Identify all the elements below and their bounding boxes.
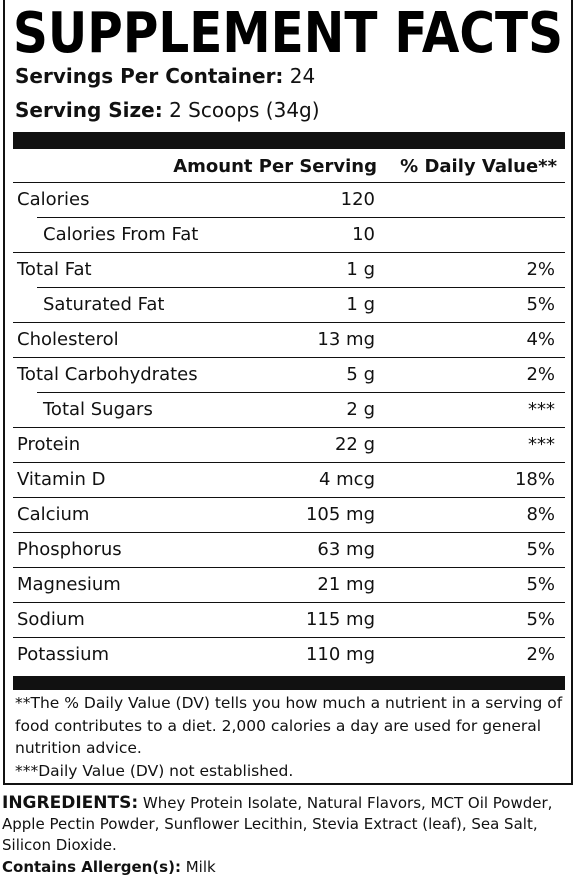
sub-nutrient-row: Total Sugars 2 g ***	[13, 392, 565, 427]
nutrient-name: Total Carbohydrates	[17, 364, 198, 385]
nutrient-name: Sodium	[17, 609, 85, 630]
daily-value: 5%	[526, 609, 555, 630]
footnote: **The % Daily Value (DV) tells you how m…	[15, 694, 563, 757]
nutrient-row: Protein 22 g ***	[13, 427, 565, 462]
nutrient-row: Calories 120	[13, 182, 565, 217]
value: 2 Scoops (34g)	[169, 98, 320, 122]
amount: 105 mg	[305, 504, 375, 525]
text: Milk	[185, 858, 216, 876]
amount: 22 g	[334, 434, 375, 455]
amount: 1 g	[346, 294, 375, 315]
thick-bar	[13, 132, 565, 149]
nutrient-name: Cholesterol	[17, 329, 119, 350]
nutrient-name: Phosphorus	[17, 539, 122, 560]
footnote: ***Daily Value (DV) not established.	[15, 761, 294, 780]
nutrient-row: Sodium 115 mg 5%	[13, 602, 565, 637]
nutrient-name: Saturated Fat	[43, 294, 165, 315]
nutrient-name: Protein	[17, 434, 81, 455]
label: INGREDIENTS:	[2, 793, 139, 813]
title-svg: SUPPLEMENT FACTS	[13, 2, 563, 62]
nutrient-row: Calcium 105 mg 8%	[13, 497, 565, 532]
amount: 2 g	[346, 399, 375, 420]
amount: 10	[352, 224, 375, 245]
daily-value: 2%	[526, 364, 555, 385]
amount: 63 mg	[317, 539, 375, 560]
daily-value: ***	[528, 434, 555, 455]
daily-value: ***	[528, 399, 555, 420]
title: SUPPLEMENT FACTS	[13, 2, 563, 62]
nutrient-name: Potassium	[17, 644, 110, 665]
dv-header: % Daily Value**	[400, 156, 557, 177]
value: 24	[289, 64, 316, 88]
nutrient-row: Phosphorus 63 mg 5%	[13, 532, 565, 567]
amount: 21 mg	[317, 574, 375, 595]
thick-bar	[13, 676, 565, 690]
nutrient-name: Calories From Fat	[43, 224, 199, 245]
daily-value: 18%	[514, 469, 555, 490]
sub-nutrient-row: Calories From Fat 10	[13, 217, 565, 252]
nutrient-name: Vitamin D	[17, 469, 106, 490]
label: Servings Per Container:	[15, 64, 284, 88]
daily-value: 5%	[526, 574, 555, 595]
amount: 5 g	[346, 364, 375, 385]
nutrient-table: Calories 120 Calories From Fat 10 Total Fat 1…	[13, 182, 565, 672]
nutrient-name: Calcium	[17, 504, 90, 525]
sub-nutrient-row: Saturated Fat 1 g 5%	[13, 287, 565, 322]
nutrient-row: Total Carbohydrates 5 g 2%	[13, 357, 565, 392]
text: Whey Protein Isolate, Natural Flavors, M…	[2, 794, 553, 854]
nutrient-name: Total Sugars	[43, 399, 153, 420]
nutrient-row: Vitamin D 4 mcg 18%	[13, 462, 565, 497]
daily-value: 5%	[526, 294, 555, 315]
servings-container: Servings Per Container: 24	[15, 64, 315, 88]
amount: 4 mcg	[318, 469, 375, 490]
ingredients: INGREDIENTS: Whey Protein Isolate, Natur…	[2, 793, 572, 856]
nutrient-name: Calories	[17, 189, 90, 210]
footnotes: **The % Daily Value (DV) tells you how m…	[15, 692, 565, 782]
label: Serving Size:	[15, 98, 163, 122]
nutrient-row: Potassium 110 mg 2%	[13, 637, 565, 672]
label: Contains Allergen(s):	[2, 858, 181, 876]
nutrient-row: Magnesium 21 mg 5%	[13, 567, 565, 602]
nutrient-row: Cholesterol 13 mg 4%	[13, 322, 565, 357]
daily-value: 4%	[526, 329, 555, 350]
amount-header: Amount Per Serving	[173, 156, 377, 177]
amount: 110 mg	[305, 644, 375, 665]
nutrient-row: Total Fat 1 g 2%	[13, 252, 565, 287]
daily-value: 2%	[526, 644, 555, 665]
allergens: Contains Allergen(s): Milk	[2, 858, 216, 876]
amount: 1 g	[346, 259, 375, 280]
amount: 120	[340, 189, 375, 210]
serving-size: Serving Size: 2 Scoops (34g)	[15, 98, 320, 122]
daily-value: 5%	[526, 539, 555, 560]
label-box: SUPPLEMENT FACTS Servings Per Container:…	[3, 0, 573, 785]
daily-value: 2%	[526, 259, 555, 280]
nutrient-name: Magnesium	[17, 574, 121, 595]
amount: 13 mg	[317, 329, 375, 350]
daily-value: 8%	[526, 504, 555, 525]
amount: 115 mg	[305, 609, 375, 630]
table-header: Amount Per Serving % Daily Value**	[13, 150, 565, 183]
nutrient-name: Total Fat	[17, 259, 92, 280]
